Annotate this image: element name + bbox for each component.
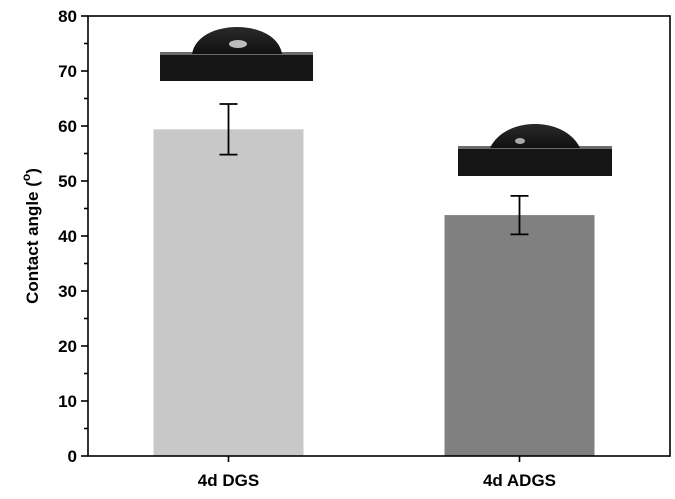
x-tick-label: 4d DGS <box>198 471 259 490</box>
y-label-text: Contact angle ( <box>23 181 42 304</box>
droplet-image <box>458 124 612 176</box>
y-tick-label: 0 <box>68 447 77 466</box>
y-label-superscript: o <box>19 174 33 181</box>
bar <box>445 215 595 456</box>
y-tick-label: 30 <box>58 282 77 301</box>
y-tick-label: 80 <box>58 7 77 26</box>
y-tick-label: 60 <box>58 117 77 136</box>
y-label-text: ) <box>23 168 42 174</box>
y-tick-label: 40 <box>58 227 77 246</box>
x-tick-label: 4d ADGS <box>483 471 556 490</box>
y-tick-label: 50 <box>58 172 77 191</box>
y-axis-label: Contact angle (o) <box>19 168 42 304</box>
chart: Contact angle (o) 4d DGS 4d ADGS 0 10 20 30 40… <box>0 0 675 499</box>
droplet-image <box>160 27 313 81</box>
y-tick-label: 70 <box>58 62 77 81</box>
y-tick-label: 10 <box>58 392 77 411</box>
y-tick-label: 20 <box>58 337 77 356</box>
bar <box>154 129 304 456</box>
